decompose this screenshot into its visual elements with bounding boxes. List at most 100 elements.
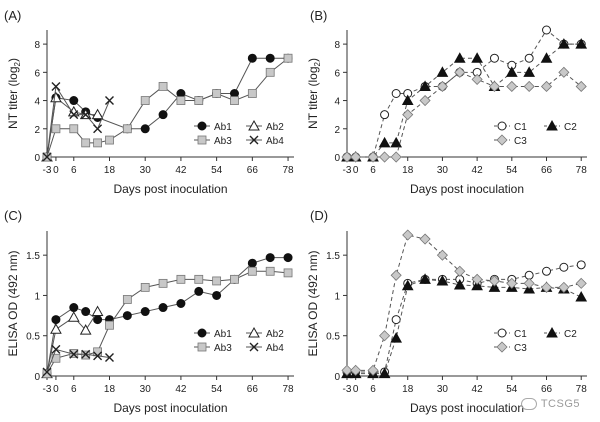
x-tick-label: 30: [437, 384, 449, 395]
legend-marker: [497, 328, 507, 338]
data-point: [81, 349, 91, 359]
watermark-text: TCSG5: [540, 397, 580, 410]
data-point: [247, 266, 257, 276]
data-point: [69, 124, 79, 134]
data-point: [391, 315, 401, 325]
x-tick-label: 0: [53, 165, 59, 176]
data-point: [247, 53, 257, 63]
data-point: [558, 66, 570, 78]
data-point: [390, 269, 402, 281]
data-point: [436, 66, 449, 77]
data-point: [379, 330, 391, 342]
data-point: [158, 303, 168, 313]
y-tick-label: 2: [34, 125, 40, 136]
data-point: [93, 351, 103, 361]
legend-label: Ab4: [266, 136, 284, 147]
x-tick-label: 6: [370, 384, 376, 395]
data-point: [419, 233, 431, 245]
data-point: [341, 151, 353, 163]
x-tick-label: 6: [370, 165, 376, 176]
data-point: [350, 151, 362, 163]
data-point: [91, 305, 104, 317]
legend-marker: [197, 135, 207, 145]
data-point: [575, 291, 588, 302]
data-point: [402, 229, 414, 241]
data-point: [453, 52, 466, 63]
x-tick-label: 54: [211, 384, 223, 395]
x-tick-label: 18: [104, 165, 116, 176]
data-point: [378, 136, 391, 148]
legend-marker: [546, 326, 558, 338]
data-point: [341, 364, 353, 376]
x-axis-title: Days post inoculation: [410, 182, 524, 196]
data-point: [122, 295, 132, 304]
data-point: [390, 332, 403, 343]
data-point: [576, 260, 586, 270]
series-c3: [341, 229, 587, 376]
legend: C1 C2 C3: [494, 119, 577, 147]
data-point: [540, 281, 553, 293]
series-ab4: [42, 81, 114, 162]
data-point: [67, 311, 80, 322]
x-tick-label: -3: [43, 165, 52, 176]
data-point: [283, 53, 293, 63]
data-point: [140, 282, 150, 292]
y-tick-label: 0: [334, 372, 340, 383]
data-point: [158, 278, 168, 288]
x-tick-label: 42: [472, 384, 484, 395]
x-tick-label: 42: [175, 165, 187, 176]
panel-label: (D): [310, 208, 328, 223]
x-tick-label: 30: [140, 165, 152, 176]
legend-label: Ab1: [214, 122, 232, 133]
data-point: [558, 38, 570, 49]
data-point: [402, 109, 414, 121]
data-point: [436, 274, 449, 286]
series-line: [347, 234, 582, 371]
data-point: [104, 96, 114, 106]
data-point: [367, 364, 379, 376]
data-point: [575, 38, 588, 49]
data-point: [436, 80, 448, 93]
data-point: [542, 266, 552, 276]
y-tick-label: 8: [34, 40, 40, 51]
data-point: [93, 124, 103, 134]
wechat-logo-icon: [520, 398, 537, 410]
legend-marker: [197, 342, 207, 352]
data-point: [140, 96, 150, 105]
data-point: [194, 286, 204, 296]
data-point: [471, 279, 483, 291]
x-tick-label: 66: [247, 165, 259, 176]
data-point: [122, 124, 132, 134]
data-point: [69, 349, 79, 359]
x-tick-label: -3: [343, 384, 352, 395]
data-point: [69, 96, 79, 106]
data-point: [575, 277, 587, 289]
series-ab4: [42, 344, 114, 377]
data-point: [140, 124, 150, 134]
y-axis-title: NT titer (log2): [6, 58, 22, 129]
x-tick-label: 18: [402, 384, 414, 395]
y-tick-label: 8: [334, 40, 340, 51]
data-point: [380, 110, 390, 120]
data-point: [212, 276, 222, 286]
legend-label: C3: [514, 343, 527, 354]
x-tick-label: 0: [353, 165, 359, 176]
data-point: [247, 258, 257, 268]
data-point: [51, 315, 61, 325]
data-point: [194, 96, 204, 105]
y-tick-label: 6: [334, 68, 340, 79]
data-point: [454, 265, 466, 277]
data-point: [51, 124, 61, 134]
series-ab1: [42, 53, 293, 162]
legend-label: Ab2: [266, 122, 284, 133]
data-point: [176, 96, 186, 105]
y-tick-label: 0.5: [26, 332, 40, 343]
x-axis-title: Days post inoculation: [410, 401, 524, 415]
legend-label: C2: [564, 122, 577, 133]
panel-label: (B): [310, 8, 327, 23]
data-point: [194, 274, 204, 284]
y-tick-label: 1: [34, 291, 40, 302]
data-point: [575, 80, 587, 93]
